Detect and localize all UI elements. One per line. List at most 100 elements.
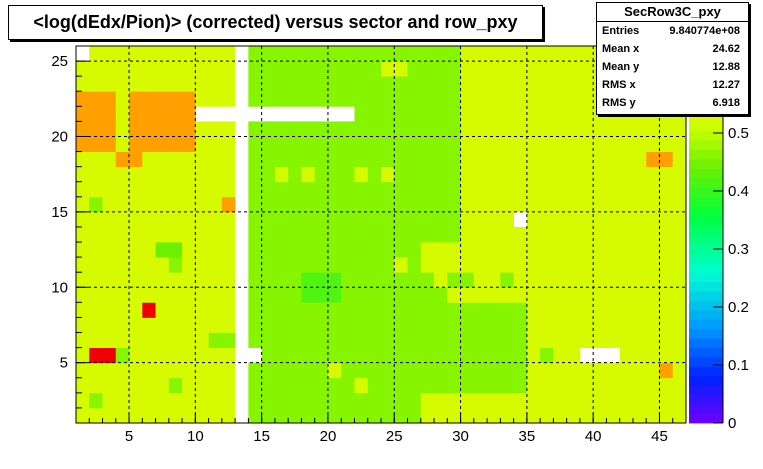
heatmap-cell xyxy=(659,362,674,379)
heatmap-cell xyxy=(155,392,170,409)
heatmap-cell xyxy=(407,121,422,137)
heatmap-cell xyxy=(274,377,289,394)
heatmap-cell xyxy=(288,196,302,213)
heatmap-cell xyxy=(473,407,488,424)
heatmap-cell xyxy=(261,166,276,183)
heatmap-cell xyxy=(314,287,329,303)
heatmap-cell xyxy=(314,151,329,168)
heatmap-cell xyxy=(354,332,369,348)
heatmap-cell xyxy=(593,407,607,424)
heatmap-cell xyxy=(327,211,342,228)
heatmap-cell xyxy=(142,151,156,168)
heatmap-cell xyxy=(447,61,461,77)
heatmap-cell xyxy=(327,196,342,213)
heatmap-cell xyxy=(261,61,276,77)
heatmap-cell xyxy=(367,257,382,273)
heatmap-cell xyxy=(168,151,183,168)
heatmap-cell xyxy=(659,226,674,243)
heatmap-cell xyxy=(354,302,369,318)
heatmap-cell xyxy=(381,392,395,409)
heatmap-cell xyxy=(182,181,196,198)
heatmap-cell xyxy=(619,302,634,318)
heatmap-cell xyxy=(327,332,342,348)
heatmap-cell xyxy=(606,317,621,333)
palette-band xyxy=(689,111,723,122)
heatmap-cells xyxy=(76,46,687,424)
heatmap-cell xyxy=(314,91,329,107)
heatmap-cell xyxy=(394,377,408,394)
heatmap-cell xyxy=(261,46,276,62)
heatmap-cell xyxy=(208,121,223,137)
heatmap-cell xyxy=(381,46,395,62)
heatmap-cell xyxy=(566,76,581,92)
heatmap-cell xyxy=(381,166,395,183)
heatmap-cell xyxy=(407,61,422,77)
heatmap-cell xyxy=(208,76,223,92)
heatmap-cell xyxy=(659,317,674,333)
heatmap-cell xyxy=(115,46,130,62)
heatmap-cell xyxy=(593,272,607,288)
palette-band xyxy=(689,149,723,160)
heatmap-cell xyxy=(513,287,528,303)
heatmap-cell xyxy=(89,166,103,183)
heatmap-cell xyxy=(632,347,647,364)
heatmap-cell xyxy=(314,347,329,364)
heatmap-cell xyxy=(76,181,90,198)
heatmap-cell xyxy=(248,332,263,348)
heatmap-cell xyxy=(606,332,621,348)
heatmap-cell xyxy=(500,151,515,168)
heatmap-cell xyxy=(420,317,435,333)
heatmap-cell xyxy=(672,392,687,409)
heatmap-cell xyxy=(473,61,488,77)
heatmap-cell xyxy=(473,211,488,228)
heatmap-cell xyxy=(142,347,156,364)
heatmap-cell xyxy=(434,257,448,273)
stats-row-rms-x: RMS x 12.27 xyxy=(597,76,748,94)
heatmap-cell xyxy=(606,121,621,137)
heatmap-cell xyxy=(540,226,554,243)
heatmap-cell xyxy=(155,332,170,348)
heatmap-cell xyxy=(115,211,130,228)
heatmap-cell xyxy=(672,196,687,213)
heatmap-cell xyxy=(407,407,422,424)
palette-band xyxy=(689,215,723,226)
heatmap-cell xyxy=(89,302,103,318)
heatmap-cell xyxy=(434,76,448,92)
heatmap-cell xyxy=(513,121,528,137)
heatmap-cell xyxy=(579,121,594,137)
heatmap-cell xyxy=(142,407,156,424)
heatmap-cell xyxy=(447,46,461,62)
heatmap-cell xyxy=(274,302,289,318)
heatmap-cell xyxy=(168,392,183,409)
heatmap-cell xyxy=(381,407,395,424)
heatmap-cell xyxy=(434,166,448,183)
heatmap-cell xyxy=(553,46,568,62)
heatmap-cell xyxy=(579,226,594,243)
heatmap-cell xyxy=(155,121,170,137)
heatmap-cell xyxy=(473,377,488,394)
heatmap-cell xyxy=(553,332,568,348)
heatmap-cell xyxy=(526,166,541,183)
heatmap-cell xyxy=(487,302,501,318)
heatmap-cell xyxy=(420,407,435,424)
heatmap-cell xyxy=(76,362,90,379)
heatmap-cell xyxy=(407,347,422,364)
heatmap-cell xyxy=(354,317,369,333)
heatmap-cell xyxy=(659,302,674,318)
heatmap-cell xyxy=(274,121,289,137)
heatmap-cell xyxy=(619,362,634,379)
heatmap-cell xyxy=(593,332,607,348)
heatmap-cell xyxy=(115,136,130,152)
heatmap-cell xyxy=(593,181,607,198)
palette-tick-label: 0.3 xyxy=(728,241,749,258)
heatmap-cell xyxy=(354,272,369,288)
heatmap-cell xyxy=(367,211,382,228)
heatmap-cell xyxy=(394,392,408,409)
heatmap-cell xyxy=(487,196,501,213)
heatmap-cell xyxy=(619,121,634,137)
heatmap-cell xyxy=(115,91,130,107)
heatmap-cell xyxy=(341,317,355,333)
heatmap-cell xyxy=(646,226,660,243)
heatmap-cell xyxy=(394,76,408,92)
heatmap-cell xyxy=(155,91,170,107)
